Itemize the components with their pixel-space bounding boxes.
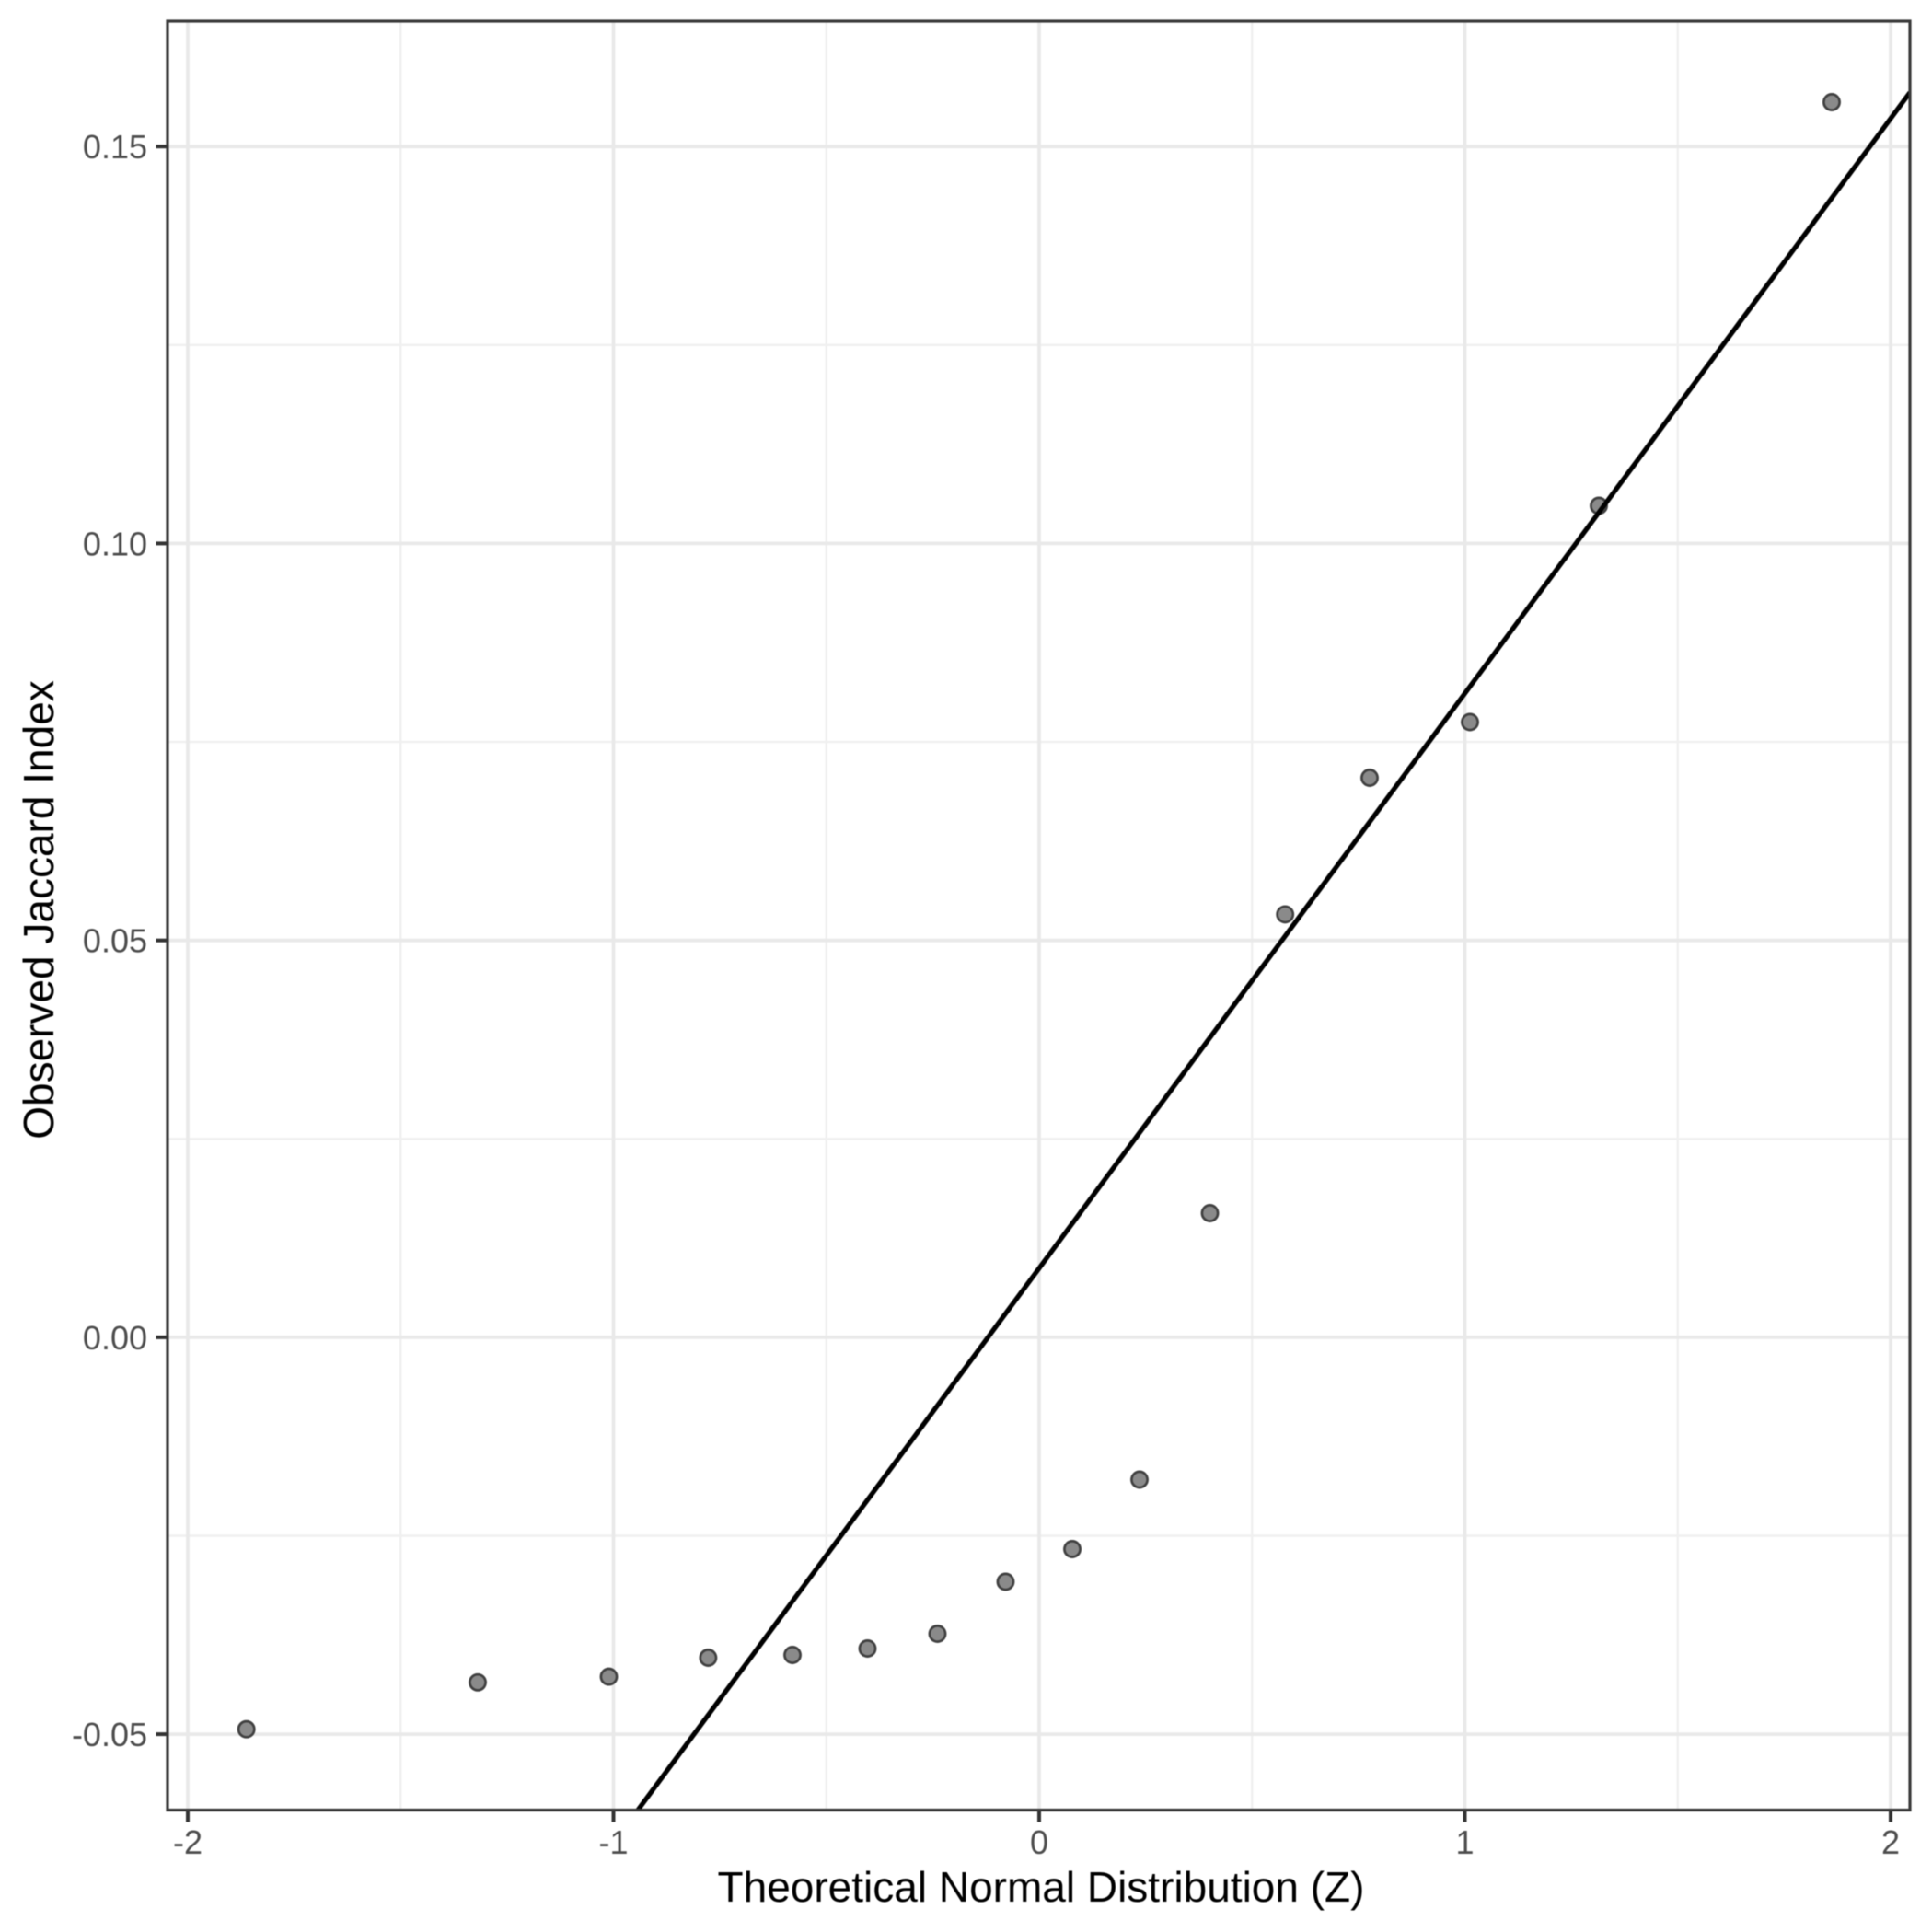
svg-text:1: 1 — [1455, 1823, 1474, 1861]
svg-text:0.05: 0.05 — [83, 922, 147, 960]
svg-text:Theoretical Normal Distributio: Theoretical Normal Distribution (Z) — [718, 1863, 1365, 1911]
svg-text:0.15: 0.15 — [83, 128, 147, 166]
svg-text:-2: -2 — [173, 1823, 202, 1861]
svg-text:0: 0 — [1030, 1823, 1048, 1861]
svg-text:-1: -1 — [598, 1823, 628, 1861]
svg-text:-0.05: -0.05 — [72, 1716, 147, 1753]
svg-text:Observed Jaccard Index: Observed Jaccard Index — [15, 680, 63, 1140]
svg-text:0.10: 0.10 — [83, 525, 147, 562]
svg-text:2: 2 — [1881, 1823, 1900, 1861]
svg-text:0.00: 0.00 — [83, 1319, 147, 1357]
